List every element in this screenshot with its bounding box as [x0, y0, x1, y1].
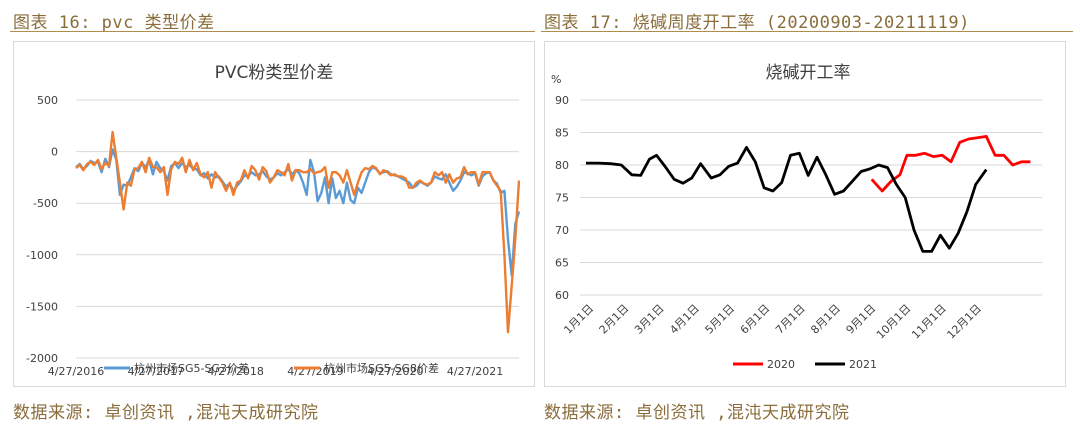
x-tick-label: 4/27/2017 [128, 365, 184, 378]
x-tick-label: 12月1日 [944, 302, 984, 342]
x-tick-label: 4/27/2018 [207, 365, 263, 378]
left-chart-panel: PVC粉类型价差 500 0 -500 -1000 -1500 -2000 4/27/2016… [13, 41, 535, 387]
legend-label: 杭州市场SG5-SG8价差 [324, 361, 439, 375]
y-tick-label: -2000 [26, 352, 58, 365]
x-tick-label: 4/27/2020 [367, 365, 423, 378]
left-caption-rule [10, 31, 535, 32]
y-tick-label: 60 [555, 289, 569, 302]
y-tick-label: 75 [555, 192, 569, 205]
x-tick-label: 11月1日 [909, 302, 949, 342]
y-tick-label: 70 [555, 224, 569, 237]
legend-label: 杭州市场SG5-SG3价差 [134, 361, 249, 375]
y-tick-label: 65 [555, 257, 569, 270]
series-line-2 [75, 130, 521, 334]
right-figure-caption: 图表 17: 烧碱周度开工率 (20200903-20211119) [544, 13, 970, 33]
chart-title: 烧碱开工率 [766, 63, 851, 83]
y-tick-label: 90 [555, 94, 569, 107]
x-tick-label: 1月1日 [561, 302, 596, 337]
y-tick-label: -1000 [26, 249, 58, 262]
legend-label: 2020 [767, 358, 795, 371]
x-tick-label: 3月1日 [632, 302, 667, 337]
right-source-note: 数据来源: 卓创资讯 ,混沌天成研究院 [544, 403, 850, 423]
x-tick-label: 4/27/2016 [48, 365, 104, 378]
right-chart-panel: 烧碱开工率% 90 85 80 75 70 65 60 1月1日 2月1日 3月1日 4月1日 5月1日… [544, 41, 1066, 387]
y-tick-label: -500 [33, 197, 58, 210]
series-line-2021 [586, 146, 969, 253]
series-line-2020 [870, 135, 1031, 193]
x-tick-label: 10月1日 [874, 302, 914, 342]
y-tick-label: -1500 [26, 300, 58, 313]
left-figure-caption: 图表 16: pvc 类型价差 [13, 13, 215, 33]
y-tick-label: 85 [555, 127, 569, 140]
x-tick-label: 4/27/2021 [447, 365, 503, 378]
legend-label: 2021 [849, 358, 877, 371]
y-tick-label: 0 [51, 146, 58, 159]
chart-title: PVC粉类型价差 [215, 63, 334, 83]
x-tick-label: 5月1日 [703, 302, 738, 337]
x-tick-label: 7月1日 [773, 302, 808, 337]
y-axis-unit: % [551, 73, 561, 86]
y-tick-label: 80 [555, 159, 569, 172]
x-tick-label: 2月1日 [597, 302, 632, 337]
y-tick-label: 500 [37, 94, 58, 107]
x-tick-label: 8月1日 [808, 302, 843, 337]
series-line-1 [75, 148, 521, 277]
left-source-note: 数据来源: 卓创资讯 ,混沌天成研究院 [13, 403, 319, 423]
pvc-spread-chart: PVC粉类型价差 500 0 -500 -1000 -1500 -20004/27/2016… [26, 63, 521, 378]
x-tick-label: 9月1日 [844, 302, 879, 337]
x-tick-label: 4月1日 [667, 302, 702, 337]
x-tick-label: 6月1日 [738, 302, 773, 337]
series-line-2021-tail [965, 168, 988, 213]
right-caption-rule [541, 31, 1073, 32]
